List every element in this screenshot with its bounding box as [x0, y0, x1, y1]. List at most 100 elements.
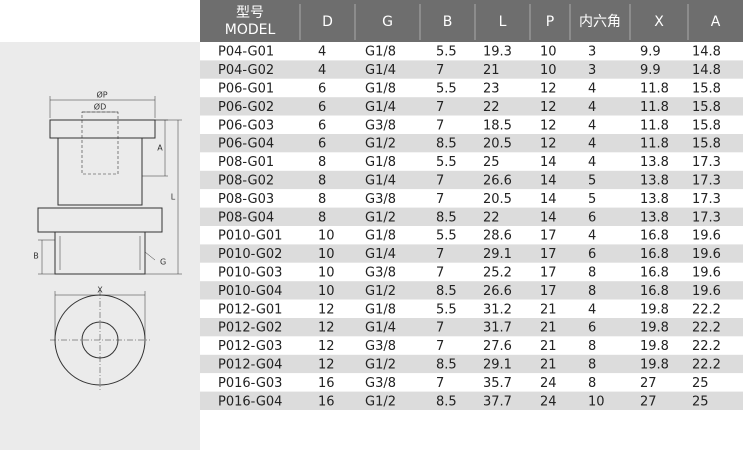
- table-cell: 8: [588, 284, 596, 299]
- header-cell: X: [654, 14, 664, 30]
- table-cell: 6: [318, 82, 326, 97]
- table-cell: 8: [318, 174, 326, 189]
- table-cell: G1/4: [365, 100, 396, 115]
- table-cell: G1/8: [365, 155, 396, 170]
- table-cell: G1/8: [365, 229, 396, 244]
- table-cell: G1/2: [365, 358, 396, 373]
- table-cell: 4: [588, 118, 596, 133]
- table-cell: 22.2: [692, 302, 721, 317]
- header-cell: G: [382, 14, 393, 30]
- table-cell: G1/4: [365, 174, 396, 189]
- table-cell: 6: [588, 247, 596, 262]
- table-row: [200, 281, 743, 300]
- table-cell: 9.9: [640, 63, 661, 78]
- label-b: B: [33, 252, 39, 261]
- table-row: [200, 336, 743, 355]
- table-cell: 6: [318, 100, 326, 115]
- table-cell: 16.8: [640, 266, 669, 281]
- table-cell: 4: [318, 45, 326, 60]
- table-row: [200, 391, 743, 410]
- table-cell: 19.8: [640, 321, 669, 336]
- table-cell: 15.8: [692, 100, 721, 115]
- table-row: [200, 60, 743, 79]
- table-cell: P06-G02: [218, 100, 274, 115]
- table-cell: 11.8: [640, 100, 669, 115]
- table-cell: P010-G01: [218, 229, 282, 244]
- table-cell: 25: [483, 155, 500, 170]
- table-cell: 27.6: [483, 339, 512, 354]
- table-cell: 20.5: [483, 137, 512, 152]
- table-cell: 6: [588, 210, 596, 225]
- table-cell: 12: [318, 302, 335, 317]
- table-cell: 7: [436, 247, 444, 262]
- table-row: [200, 170, 743, 190]
- table-cell: P04-G02: [218, 63, 274, 78]
- table-cell: 37.7: [483, 394, 512, 409]
- table-cell: 8: [588, 339, 596, 354]
- table-cell: 12: [318, 358, 335, 373]
- table-cell: 22.2: [692, 358, 721, 373]
- table-row: [200, 318, 743, 337]
- table-row: [200, 42, 743, 61]
- table-cell: 29.1: [483, 358, 512, 373]
- table-cell: P010-G03: [218, 266, 282, 281]
- table-cell: 16: [318, 376, 335, 391]
- table-cell: P012-G01: [218, 302, 282, 317]
- table-cell: 24: [540, 376, 557, 391]
- table-cell: 25.2: [483, 266, 512, 281]
- table-cell: 14.8: [692, 45, 721, 60]
- table-cell: 10: [318, 247, 335, 262]
- table-cell: 7: [436, 63, 444, 78]
- table-cell: G1/2: [365, 137, 396, 152]
- table-cell: 24: [540, 394, 557, 409]
- table-cell: 10: [318, 284, 335, 299]
- table-cell: G3/8: [365, 376, 396, 391]
- table-cell: 7: [436, 321, 444, 336]
- table-cell: 17: [540, 284, 557, 299]
- table-cell: 7: [436, 192, 444, 207]
- table-row: [200, 189, 743, 208]
- table-cell: 29.1: [483, 247, 512, 262]
- table-cell: 5: [588, 174, 596, 189]
- table-cell: 10: [588, 394, 605, 409]
- table-cell: 5.5: [436, 82, 457, 97]
- table-cell: 15.8: [692, 137, 721, 152]
- table-cell: 25: [692, 376, 709, 391]
- table-cell: P06-G03: [218, 118, 274, 133]
- table-cell: P04-G01: [218, 45, 274, 60]
- table-cell: G1/2: [365, 210, 396, 225]
- table-cell: G1/8: [365, 45, 396, 60]
- header-bar: [200, 0, 743, 42]
- table-cell: 16.8: [640, 284, 669, 299]
- label-a: A: [157, 144, 163, 153]
- table-cell: 7: [436, 174, 444, 189]
- table-cell: 31.7: [483, 321, 512, 336]
- table-cell: 10: [318, 266, 335, 281]
- table-cell: 10: [318, 229, 335, 244]
- table-cell: 17.3: [692, 174, 721, 189]
- table-row: [200, 152, 743, 171]
- table-row: [200, 299, 743, 318]
- table-cell: 6: [318, 118, 326, 133]
- table-cell: 13.8: [640, 192, 669, 207]
- table-cell: P08-G01: [218, 155, 274, 170]
- label-g: G: [160, 258, 166, 267]
- table-row: [200, 115, 743, 134]
- table-cell: 3: [588, 63, 596, 78]
- header-cell: D: [322, 14, 333, 30]
- table-cell: 21: [540, 339, 557, 354]
- table-cell: 17.3: [692, 155, 721, 170]
- table-cell: G3/8: [365, 118, 396, 133]
- table-cell: P010-G04: [218, 284, 282, 299]
- table-cell: 19.6: [692, 266, 721, 281]
- table-cell: 6: [318, 137, 326, 152]
- table-cell: 7: [436, 266, 444, 281]
- table-cell: G1/4: [365, 321, 396, 336]
- table-row: [200, 134, 743, 153]
- table-cell: G1/8: [365, 82, 396, 97]
- table-cell: 26.6: [483, 174, 512, 189]
- table-cell: 8: [318, 210, 326, 225]
- table-cell: 19.6: [692, 229, 721, 244]
- table-cell: 4: [318, 63, 326, 78]
